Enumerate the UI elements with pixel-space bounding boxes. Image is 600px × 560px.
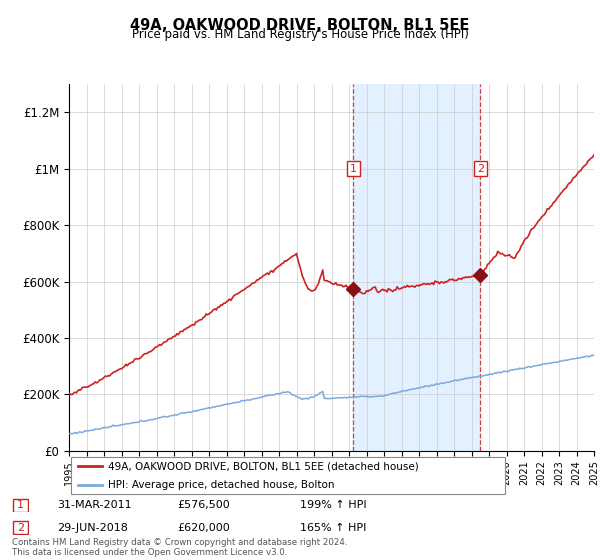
Text: 1: 1 — [350, 164, 357, 174]
Text: 31-MAR-2011: 31-MAR-2011 — [57, 500, 131, 510]
Text: 29-JUN-2018: 29-JUN-2018 — [57, 522, 128, 533]
Text: Contains HM Land Registry data © Crown copyright and database right 2024.
This d: Contains HM Land Registry data © Crown c… — [12, 538, 347, 557]
Text: £620,000: £620,000 — [177, 522, 230, 533]
Text: HPI: Average price, detached house, Bolton: HPI: Average price, detached house, Bolt… — [109, 480, 335, 489]
Text: 199% ↑ HPI: 199% ↑ HPI — [300, 500, 367, 510]
Text: 2: 2 — [17, 522, 24, 533]
Text: 1: 1 — [17, 500, 24, 510]
Text: 49A, OAKWOOD DRIVE, BOLTON, BL1 5EE: 49A, OAKWOOD DRIVE, BOLTON, BL1 5EE — [130, 18, 470, 33]
Text: 49A, OAKWOOD DRIVE, BOLTON, BL1 5EE (detached house): 49A, OAKWOOD DRIVE, BOLTON, BL1 5EE (det… — [109, 461, 419, 471]
Text: 165% ↑ HPI: 165% ↑ HPI — [300, 522, 367, 533]
Text: 2: 2 — [476, 164, 484, 174]
Text: Price paid vs. HM Land Registry's House Price Index (HPI): Price paid vs. HM Land Registry's House … — [131, 28, 469, 41]
Text: £576,500: £576,500 — [177, 500, 230, 510]
FancyBboxPatch shape — [71, 458, 505, 493]
